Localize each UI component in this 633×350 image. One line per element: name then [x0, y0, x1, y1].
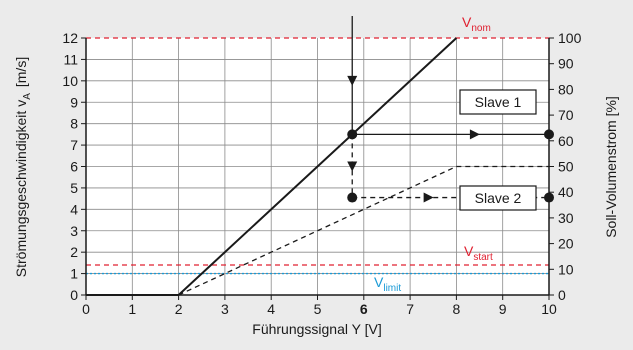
y-axis-left-title-sub: A — [22, 93, 33, 100]
ref-label-limit-sub: limit — [383, 283, 401, 294]
y-left-tick-label-9: 9 — [70, 94, 78, 110]
y-left-tick-label-1: 1 — [70, 266, 78, 282]
arrow-right-2-icon — [423, 192, 434, 203]
x-tick-label-1: 1 — [128, 301, 136, 317]
y-right-tick-label-100: 100 — [558, 30, 582, 46]
y-left-tick-label-12: 12 — [62, 30, 78, 46]
arrow-down-1-icon — [347, 75, 358, 86]
y-axis-left-title: Strömungsgeschwindigkeit vA [m/s] — [13, 57, 33, 277]
x-tick-label-5: 5 — [314, 301, 322, 317]
x-tick-label-2: 2 — [175, 301, 183, 317]
y-left-tick-label-0: 0 — [70, 287, 78, 303]
ref-label-start-main: V — [464, 243, 474, 259]
y-left-tick-label-5: 5 — [70, 180, 78, 196]
ref-label-nom: Vnom — [462, 14, 491, 34]
y-left-tick-label-3: 3 — [70, 223, 78, 239]
y-left-tick-label-7: 7 — [70, 137, 78, 153]
ref-label-nom-sub: nom — [471, 23, 490, 34]
y-right-tick-label-20: 20 — [558, 236, 574, 252]
y-right-tick-label-10: 10 — [558, 261, 574, 277]
axes — [81, 37, 554, 300]
x-tick-label-4: 4 — [267, 301, 275, 317]
y-right-tick-label-90: 90 — [558, 56, 574, 72]
y-left-tick-label-11: 11 — [63, 51, 78, 67]
slave2-label: Slave 2 — [475, 190, 522, 206]
y-left-tick-label-6: 6 — [70, 159, 78, 175]
y-right-tick-label-60: 60 — [558, 133, 574, 149]
arrow-down-2-icon — [347, 161, 358, 172]
y-right-tick-label-80: 80 — [558, 81, 574, 97]
slave2-point-start — [347, 192, 358, 203]
series-line-2 — [178, 165, 549, 296]
slave1-label: Slave 1 — [475, 94, 522, 110]
ref-label-start-sub: start — [473, 252, 493, 263]
y-axis-left-title-unit: [m/s] — [13, 57, 29, 87]
arrow-right-1-icon — [469, 129, 480, 140]
ref-label-nom-main: V — [462, 14, 472, 30]
y-right-tick-label-0: 0 — [558, 287, 566, 303]
y-left-tick-label-10: 10 — [62, 73, 78, 89]
x-tick-label-0: 0 — [82, 301, 90, 317]
y-right-tick-label-30: 30 — [558, 210, 574, 226]
x-tick-label-6: 6 — [360, 301, 368, 317]
tick-labels: 0 1 2 3 4 5 6 7 8 9 100123456789101112010203040506… — [62, 30, 581, 317]
y-axis-left-title-main: Strömungsgeschwindigkeit v — [13, 100, 29, 277]
y-left-tick-label-2: 2 — [70, 244, 78, 260]
ref-label-limit: Vlimit — [374, 274, 401, 294]
y-right-tick-label-50: 50 — [558, 159, 574, 175]
slave1-box — [459, 89, 537, 115]
y-left-tick-label-4: 4 — [70, 201, 78, 217]
x-tick-label-10: 10 — [541, 301, 557, 317]
x-tick-label-9: 9 — [499, 301, 507, 317]
ref-label-start: Vstart — [464, 243, 493, 263]
x-axis-title: Führungssignal Y [V] — [252, 321, 381, 337]
y-axis-right-title: Soll-Volumenstrom [%] — [603, 96, 619, 238]
slave2-box — [459, 185, 537, 211]
reference-lines — [86, 37, 549, 275]
x-tick-label-7: 7 — [406, 301, 414, 317]
ref-label-limit-main: V — [374, 274, 384, 290]
y-left-tick-label-8: 8 — [70, 116, 78, 132]
y-right-tick-label-70: 70 — [558, 107, 574, 123]
y-right-tick-label-40: 40 — [558, 184, 574, 200]
x-tick-label-8: 8 — [453, 301, 461, 317]
x-tick-label-3: 3 — [221, 301, 229, 317]
slave1-point-start — [347, 129, 358, 140]
